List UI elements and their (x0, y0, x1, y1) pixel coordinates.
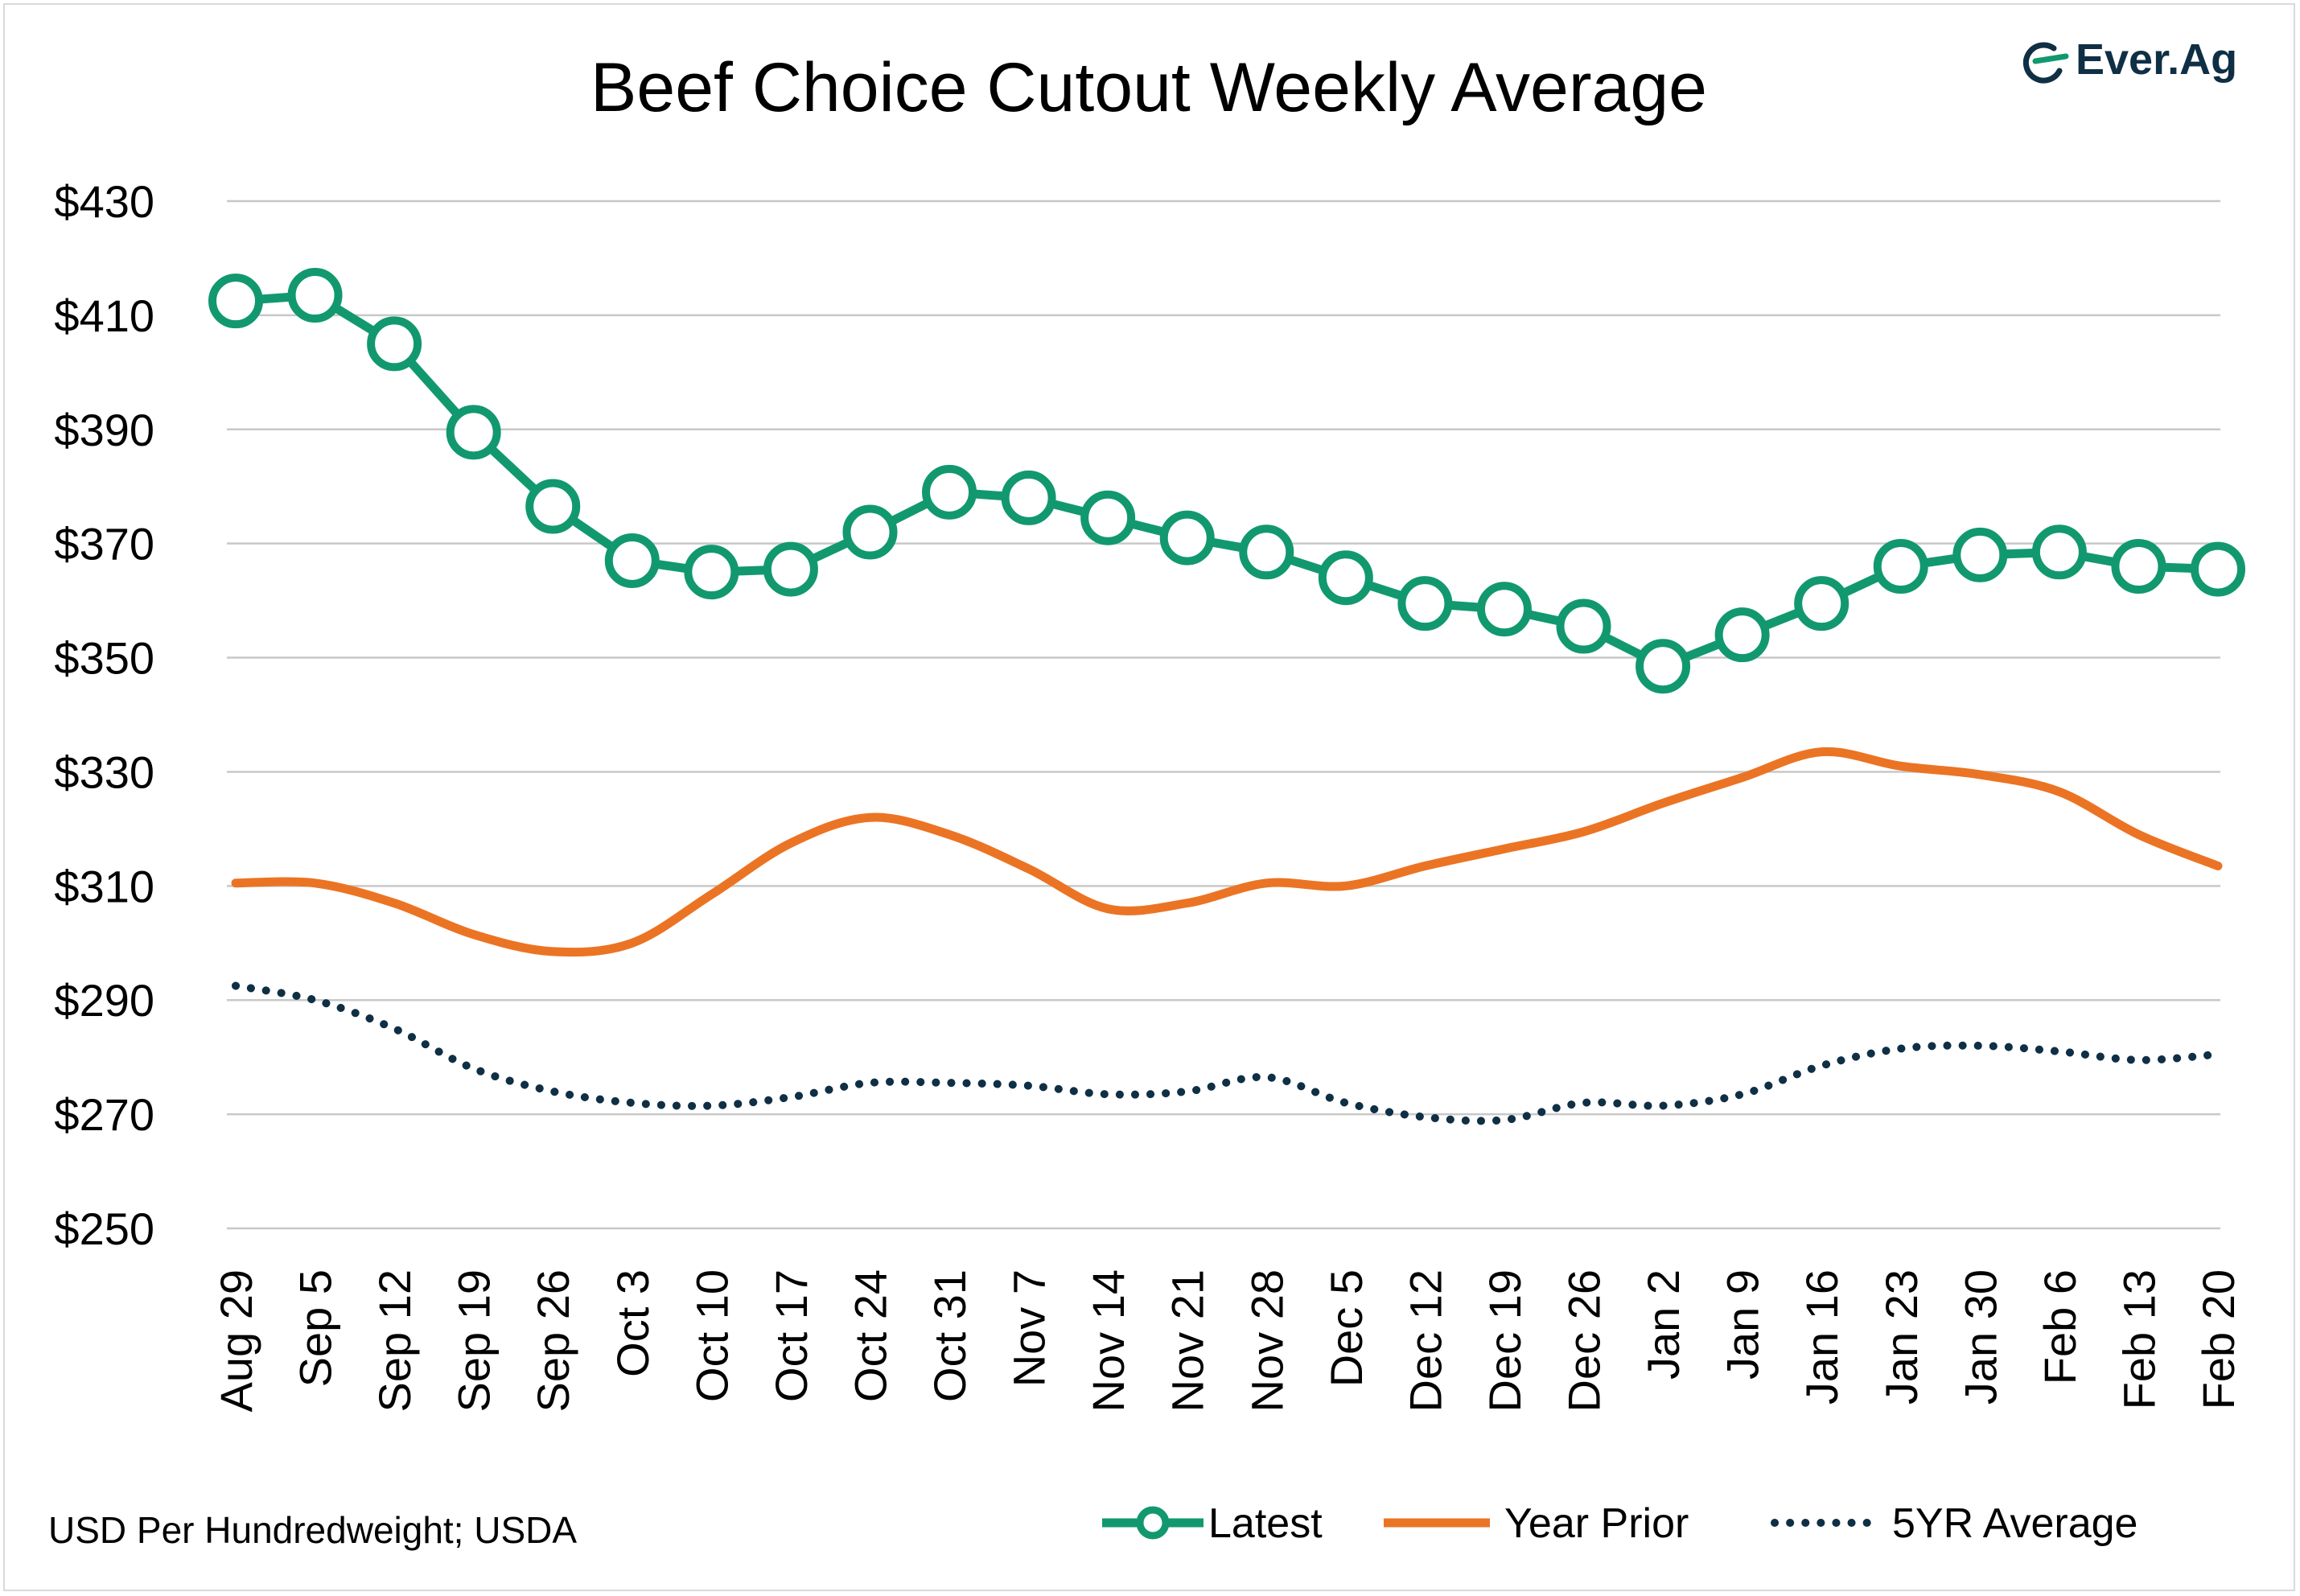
x-tick-label: Feb 6 (2035, 1269, 2085, 1384)
x-tick-label: Jan 16 (1796, 1269, 1847, 1405)
x-tick-label: Sep 12 (369, 1269, 420, 1413)
data-point-latest (604, 533, 660, 588)
source-note: USD Per Hundredweight; USDA (48, 1509, 577, 1551)
x-tick-label: Nov 21 (1162, 1269, 1213, 1412)
data-point-latest (1636, 639, 1691, 694)
data-point-latest (1714, 607, 1770, 663)
x-tick-label: Sep 5 (290, 1269, 341, 1387)
data-point-latest (1873, 539, 1928, 594)
data-point-latest (367, 316, 422, 372)
x-tick-label: Nov 14 (1083, 1269, 1134, 1412)
series-line-5yr-average (232, 981, 2222, 1125)
data-point-latest (1159, 510, 1215, 566)
data-point-latest (2111, 539, 2166, 594)
data-point-latest (208, 274, 263, 329)
legend-label-latest: Latest (1208, 1500, 1323, 1547)
chart-frame (3, 3, 2295, 1591)
y-tick-label: $390 (54, 405, 154, 455)
brand-logo: Ever.Ag (2022, 35, 2237, 84)
y-tick-label: $330 (54, 747, 154, 797)
x-tick-label: Dec 26 (1559, 1269, 1610, 1412)
data-point-latest (684, 545, 739, 600)
legend-item-year-prior: Year Prior (1384, 1500, 1689, 1547)
x-tick-label: Oct 3 (607, 1269, 658, 1377)
y-tick-label: $350 (54, 633, 154, 684)
data-point-latest (1952, 527, 2008, 582)
legend-item-latest: Latest (1102, 1500, 1323, 1547)
logo-mark-icon (2022, 42, 2069, 84)
data-point-latest (763, 541, 818, 597)
y-tick-label: $430 (54, 176, 154, 227)
data-point-latest (842, 504, 898, 560)
data-point-latest (1556, 598, 1611, 654)
brand-name: Ever.Ag (2076, 35, 2237, 84)
legend-label-5yr-average: 5YR Average (1892, 1500, 2137, 1547)
series-line-latest (235, 290, 2219, 671)
x-tick-label: Jan 9 (1718, 1269, 1768, 1380)
x-tick-label: Dec 5 (1321, 1269, 1372, 1387)
x-tick-label: Nov 7 (1004, 1269, 1055, 1387)
y-tick-label: $250 (54, 1203, 154, 1254)
x-tick-label: Dec 12 (1400, 1269, 1450, 1412)
y-tick-label: $310 (54, 861, 154, 911)
x-tick-label: Jan 2 (1638, 1269, 1689, 1380)
y-tick-label: $270 (54, 1089, 154, 1140)
legend-label-year-prior: Year Prior (1504, 1500, 1689, 1547)
legend-marker-latest (1136, 1506, 1170, 1540)
data-point-latest (1476, 582, 1532, 637)
x-tick-label: Oct 24 (845, 1269, 895, 1402)
x-tick-label: Nov 28 (1241, 1269, 1292, 1412)
data-point-latest (525, 479, 581, 534)
data-point-latest (287, 268, 343, 323)
data-point-latest (2191, 541, 2245, 597)
series-line-year-prior (231, 747, 2223, 957)
legend-item-5yr-average: 5YR Average (1771, 1500, 2137, 1547)
x-tick-label: Sep 26 (528, 1269, 578, 1413)
y-tick-label: $410 (54, 290, 154, 341)
x-tick-label: Oct 17 (766, 1269, 817, 1402)
x-tick-label: Jan 30 (1955, 1269, 2006, 1405)
data-point-latest (1794, 576, 1849, 631)
y-tick-label: $290 (54, 975, 154, 1026)
data-point-latest (1001, 470, 1056, 525)
y-axis-ticks: $250 $270 $290 $310 $330 $350 $370 $390 $410 $430 (54, 176, 154, 1254)
x-tick-label: Dec 19 (1479, 1269, 1530, 1412)
x-tick-label: Feb 20 (2193, 1269, 2244, 1409)
x-tick-label: Feb 13 (2113, 1269, 2164, 1409)
x-tick-label: Sep 19 (449, 1269, 500, 1413)
data-point-latest (922, 464, 977, 520)
data-point-latest (1080, 490, 1136, 545)
x-tick-label: Jan 23 (1876, 1269, 1927, 1405)
data-point-latest (1318, 550, 1373, 606)
x-tick-label: Aug 29 (211, 1269, 261, 1413)
legend: Latest Year Prior 5YR Average (1102, 1500, 2137, 1547)
series-group (208, 268, 2245, 1125)
data-point-latest (446, 405, 501, 460)
data-point-latest (1397, 576, 1453, 631)
x-tick-label: Oct 10 (686, 1269, 737, 1402)
data-point-latest (1239, 524, 1294, 580)
chart-title: Beef Choice Cutout Weekly Average (590, 49, 1707, 126)
data-point-latest (2031, 524, 2087, 580)
x-tick-label: Oct 31 (924, 1269, 975, 1402)
x-axis-ticks: Aug 29 Sep 5 Sep 12 Sep 19 Sep 26 Oct 3 Oct 10… (211, 1269, 2244, 1413)
y-tick-label: $370 (54, 519, 154, 570)
gridlines (227, 200, 2220, 1230)
